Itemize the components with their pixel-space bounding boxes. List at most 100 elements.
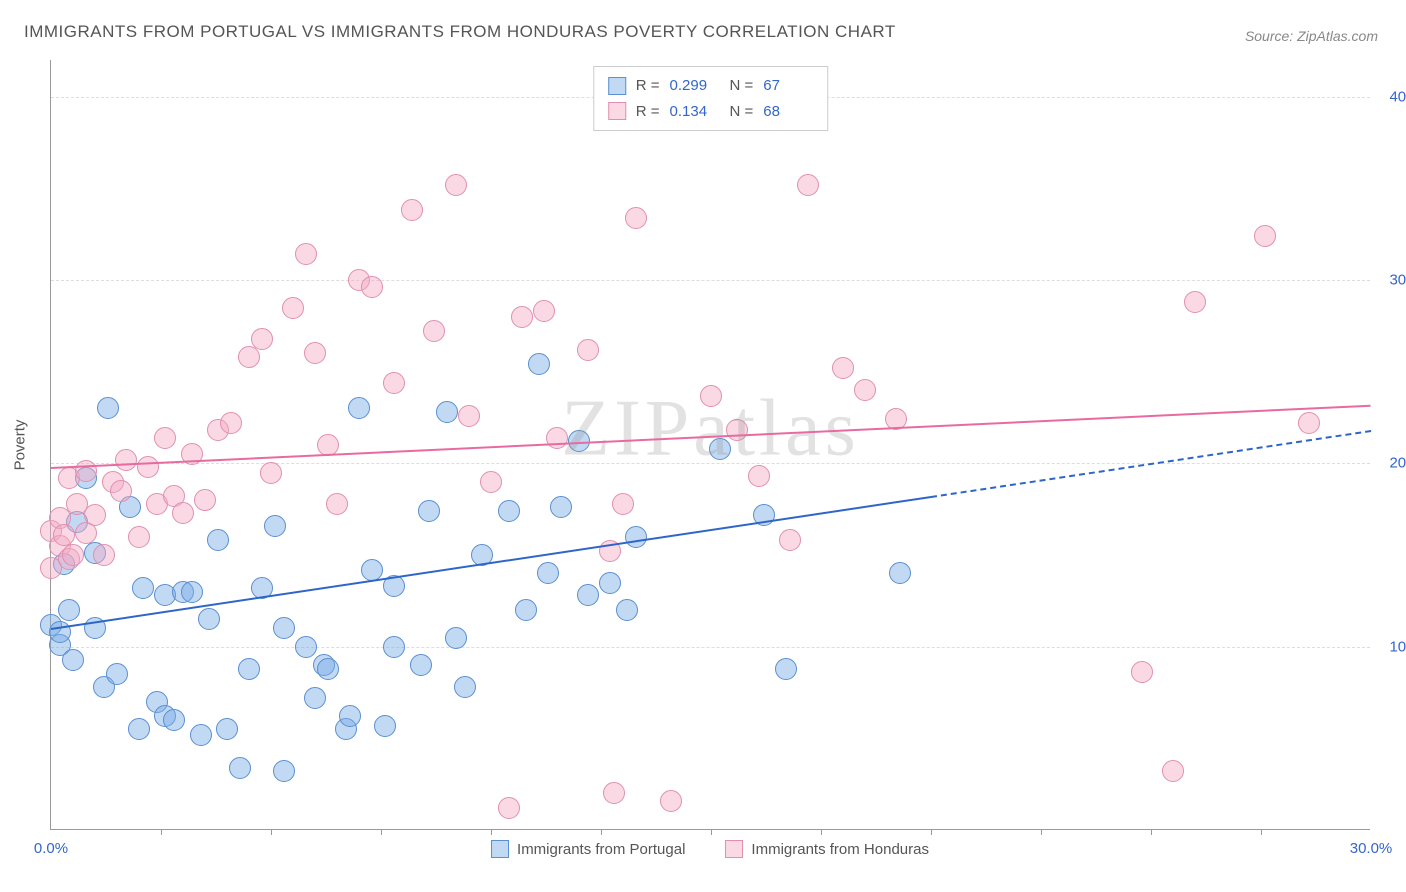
x-tick-mark bbox=[1151, 829, 1152, 835]
scatter-point bbox=[726, 419, 748, 441]
scatter-point bbox=[62, 544, 84, 566]
scatter-point bbox=[115, 449, 137, 471]
scatter-point bbox=[260, 462, 282, 484]
gridline bbox=[51, 647, 1370, 648]
scatter-point bbox=[700, 385, 722, 407]
x-tick-label: 0.0% bbox=[34, 840, 68, 857]
scatter-point bbox=[49, 621, 71, 643]
legend-swatch bbox=[725, 840, 743, 858]
scatter-point bbox=[97, 397, 119, 419]
scatter-point bbox=[326, 493, 348, 515]
scatter-point bbox=[84, 504, 106, 526]
scatter-point bbox=[498, 500, 520, 522]
scatter-point bbox=[264, 515, 286, 537]
scatter-point bbox=[295, 636, 317, 658]
scatter-point bbox=[154, 427, 176, 449]
scatter-point bbox=[599, 572, 621, 594]
scatter-point bbox=[383, 372, 405, 394]
scatter-point bbox=[480, 471, 502, 493]
scatter-point bbox=[550, 496, 572, 518]
legend-bottom: Immigrants from Portugal Immigrants from … bbox=[491, 840, 929, 858]
legend-item: Immigrants from Honduras bbox=[725, 840, 929, 858]
scatter-point bbox=[238, 346, 260, 368]
scatter-point bbox=[106, 663, 128, 685]
x-tick-mark bbox=[1261, 829, 1262, 835]
scatter-point bbox=[220, 412, 242, 434]
scatter-point bbox=[1162, 760, 1184, 782]
scatter-point bbox=[577, 584, 599, 606]
scatter-point bbox=[498, 797, 520, 819]
scatter-point bbox=[1131, 661, 1153, 683]
y-tick-label: 40.0% bbox=[1389, 88, 1406, 105]
scatter-point bbox=[374, 715, 396, 737]
y-tick-label: 30.0% bbox=[1389, 272, 1406, 289]
scatter-point bbox=[238, 658, 260, 680]
legend-label: Immigrants from Honduras bbox=[751, 841, 929, 858]
scatter-point bbox=[577, 339, 599, 361]
scatter-point bbox=[304, 687, 326, 709]
scatter-point bbox=[889, 562, 911, 584]
legend-label: Immigrants from Portugal bbox=[517, 841, 685, 858]
plot-area: ZIPatlas R =0.299N =67R =0.134N =68 10.0… bbox=[50, 60, 1370, 830]
x-tick-mark bbox=[711, 829, 712, 835]
legend-stat-row: R =0.299N =67 bbox=[608, 73, 814, 99]
y-axis-label: Poverty bbox=[12, 420, 29, 471]
x-tick-mark bbox=[821, 829, 822, 835]
scatter-point bbox=[775, 658, 797, 680]
scatter-point bbox=[797, 174, 819, 196]
source-label: Source: ZipAtlas.com bbox=[1245, 28, 1378, 44]
x-tick-mark bbox=[1041, 829, 1042, 835]
scatter-point bbox=[1254, 225, 1276, 247]
scatter-point bbox=[348, 397, 370, 419]
scatter-point bbox=[207, 529, 229, 551]
scatter-point bbox=[458, 405, 480, 427]
scatter-point bbox=[612, 493, 634, 515]
scatter-point bbox=[132, 577, 154, 599]
scatter-point bbox=[110, 480, 132, 502]
legend-stat-row: R =0.134N =68 bbox=[608, 99, 814, 125]
scatter-point bbox=[779, 529, 801, 551]
legend-item: Immigrants from Portugal bbox=[491, 840, 685, 858]
scatter-point bbox=[660, 790, 682, 812]
scatter-point bbox=[537, 562, 559, 584]
scatter-point bbox=[625, 526, 647, 548]
scatter-point bbox=[383, 636, 405, 658]
scatter-point bbox=[194, 489, 216, 511]
scatter-point bbox=[445, 627, 467, 649]
y-tick-label: 10.0% bbox=[1389, 638, 1406, 655]
scatter-point bbox=[515, 599, 537, 621]
scatter-point bbox=[528, 353, 550, 375]
scatter-point bbox=[216, 718, 238, 740]
scatter-point bbox=[181, 581, 203, 603]
x-tick-mark bbox=[271, 829, 272, 835]
legend-swatch bbox=[491, 840, 509, 858]
scatter-point bbox=[339, 705, 361, 727]
scatter-point bbox=[163, 709, 185, 731]
scatter-point bbox=[436, 401, 458, 423]
gridline bbox=[51, 463, 1370, 464]
x-tick-label: 30.0% bbox=[1350, 840, 1393, 857]
scatter-point bbox=[418, 500, 440, 522]
x-tick-mark bbox=[931, 829, 932, 835]
scatter-point bbox=[282, 297, 304, 319]
x-tick-mark bbox=[381, 829, 382, 835]
scatter-point bbox=[625, 207, 647, 229]
scatter-point bbox=[198, 608, 220, 630]
scatter-point bbox=[454, 676, 476, 698]
scatter-point bbox=[511, 306, 533, 328]
scatter-point bbox=[410, 654, 432, 676]
scatter-point bbox=[137, 456, 159, 478]
scatter-point bbox=[93, 544, 115, 566]
scatter-point bbox=[709, 438, 731, 460]
scatter-point bbox=[317, 658, 339, 680]
scatter-point bbox=[53, 524, 75, 546]
scatter-point bbox=[58, 599, 80, 621]
gridline bbox=[51, 280, 1370, 281]
scatter-point bbox=[616, 599, 638, 621]
legend-swatch bbox=[608, 102, 626, 120]
x-tick-mark bbox=[491, 829, 492, 835]
scatter-point bbox=[304, 342, 326, 364]
scatter-point bbox=[229, 757, 251, 779]
chart-title: IMMIGRANTS FROM PORTUGAL VS IMMIGRANTS F… bbox=[24, 22, 896, 42]
scatter-point bbox=[401, 199, 423, 221]
